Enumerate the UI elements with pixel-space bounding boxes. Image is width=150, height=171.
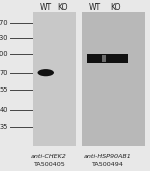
- Text: KO: KO: [110, 3, 121, 12]
- Bar: [82, 12, 145, 146]
- Bar: [87, 54, 128, 63]
- Ellipse shape: [38, 69, 54, 76]
- Text: 40: 40: [0, 107, 8, 113]
- Text: TA500405: TA500405: [33, 162, 65, 167]
- Text: WT: WT: [89, 3, 101, 12]
- Text: anti-HSP90AB1: anti-HSP90AB1: [83, 154, 131, 160]
- Bar: [102, 55, 106, 62]
- Text: 100: 100: [0, 51, 8, 57]
- Text: anti-CHEK2: anti-CHEK2: [31, 154, 67, 160]
- Text: 55: 55: [0, 87, 8, 93]
- Text: 35: 35: [0, 124, 8, 130]
- Text: KO: KO: [57, 3, 68, 12]
- Text: WT: WT: [40, 3, 52, 12]
- Bar: [33, 12, 76, 146]
- Text: 130: 130: [0, 35, 8, 42]
- Text: 170: 170: [0, 20, 8, 26]
- Text: 70: 70: [0, 70, 8, 76]
- Text: TA500494: TA500494: [91, 162, 123, 167]
